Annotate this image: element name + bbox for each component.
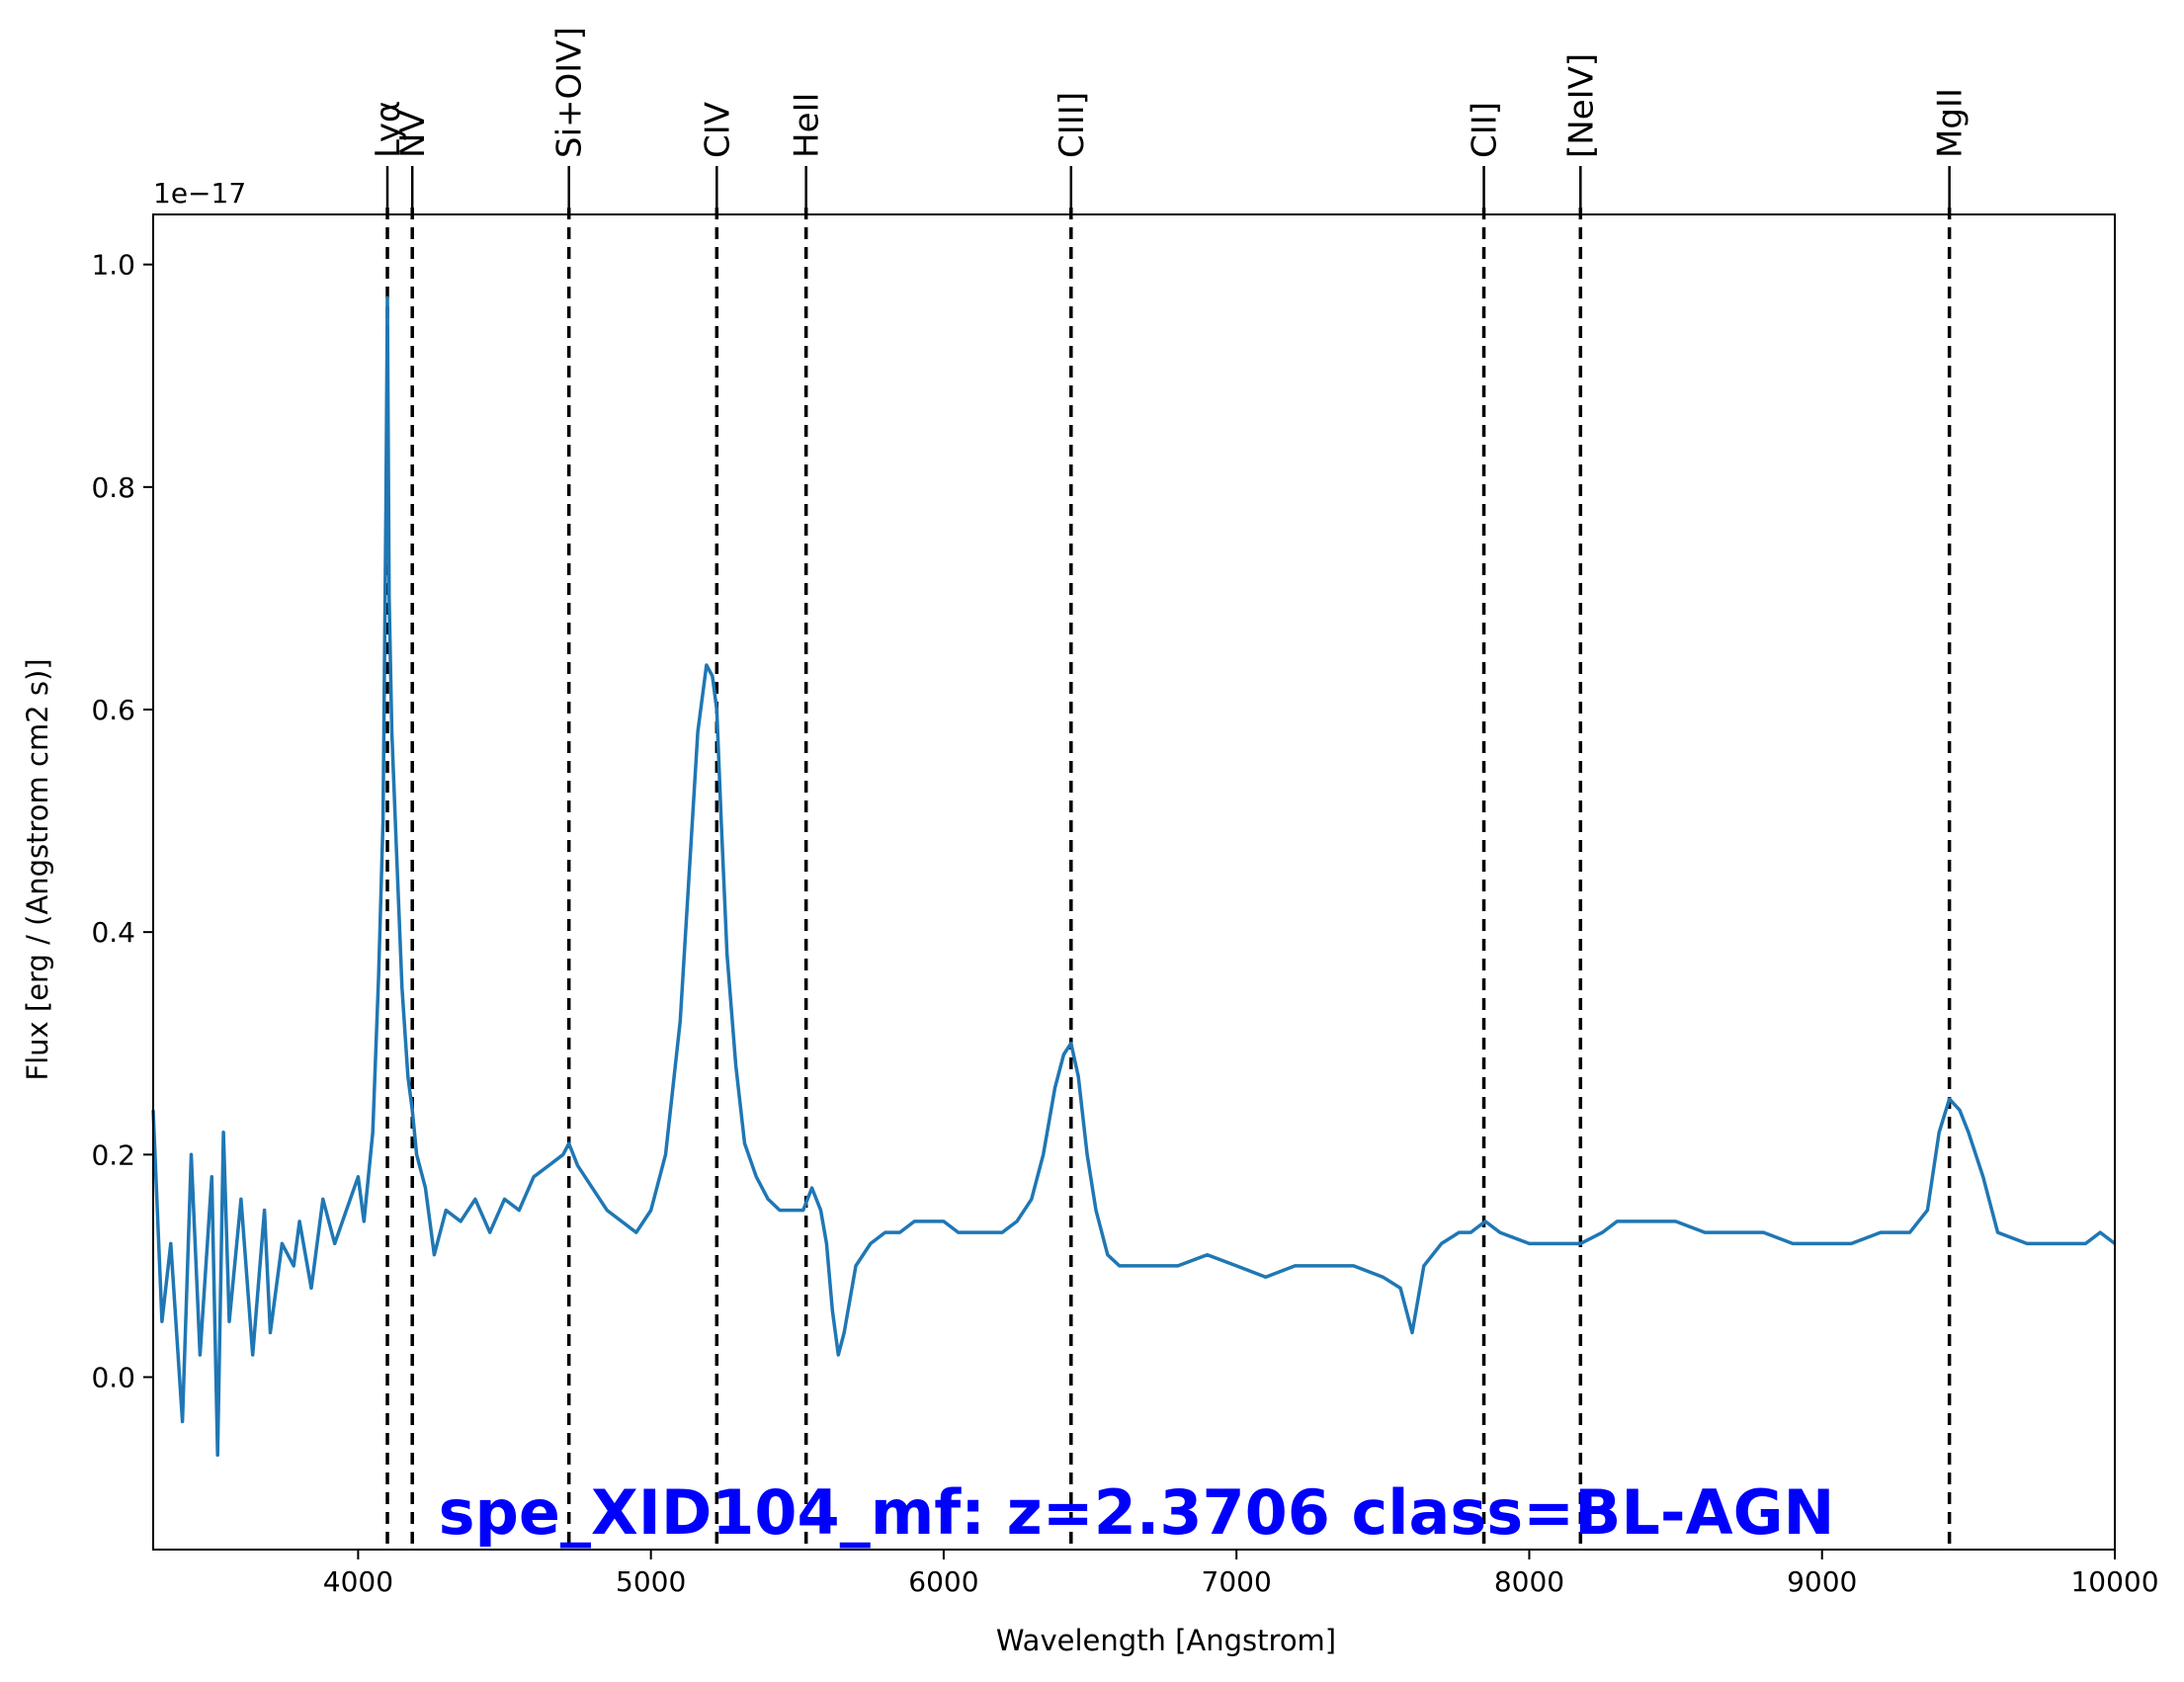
x-tick-label: 5000: [616, 1565, 686, 1598]
x-tick-label: 9000: [1787, 1565, 1857, 1598]
plot-frame: [152, 213, 2116, 1551]
emission-line-label: CIII]: [1052, 92, 1092, 158]
y-tick-label: 0.8: [91, 471, 135, 504]
x-axis-label: Wavelength [Angstrom]: [996, 1624, 1336, 1657]
emission-line-label: MgII: [1931, 88, 1971, 158]
x-tick-label: 8000: [1494, 1565, 1564, 1598]
y-tick-label: 0.0: [91, 1361, 135, 1393]
axes: 4000 5000 6000 7000 8000 9000 10000 0.0 0.2 0.4 0.…: [91, 213, 2159, 1598]
y-tick-label: 0.6: [91, 694, 135, 726]
x-tick-label: 4000: [323, 1565, 393, 1598]
y-scale-label: 1e−17: [153, 177, 246, 210]
x-tick-label: 7000: [1202, 1565, 1272, 1598]
chart-title: spe_XID104_mf: z=2.3706 class=BL-AGN: [439, 1476, 1835, 1549]
spectrum-series: [151, 295, 2117, 1458]
y-tick-label: 0.4: [91, 916, 135, 949]
y-tick-label: 1.0: [91, 249, 135, 282]
emission-line-label: CII]: [1466, 102, 1505, 158]
y-axis-label: Flux [erg / (Angstrom cm2 s)]: [21, 658, 54, 1080]
x-tick-label: 10000: [2070, 1565, 2158, 1598]
x-tick-label: 6000: [908, 1565, 978, 1598]
spectrum-line: [151, 295, 2117, 1458]
y-tick-label: 0.2: [91, 1138, 135, 1171]
emission-line-label: Lyα: [369, 101, 408, 158]
emission-line-label: CIV: [698, 102, 737, 158]
emission-line-label: NV: [393, 110, 433, 158]
emission-line-label: [NeIV]: [1561, 53, 1601, 158]
emission-line-label: HeII: [788, 92, 827, 158]
emission-line-label: Si+OIV]: [550, 27, 590, 158]
